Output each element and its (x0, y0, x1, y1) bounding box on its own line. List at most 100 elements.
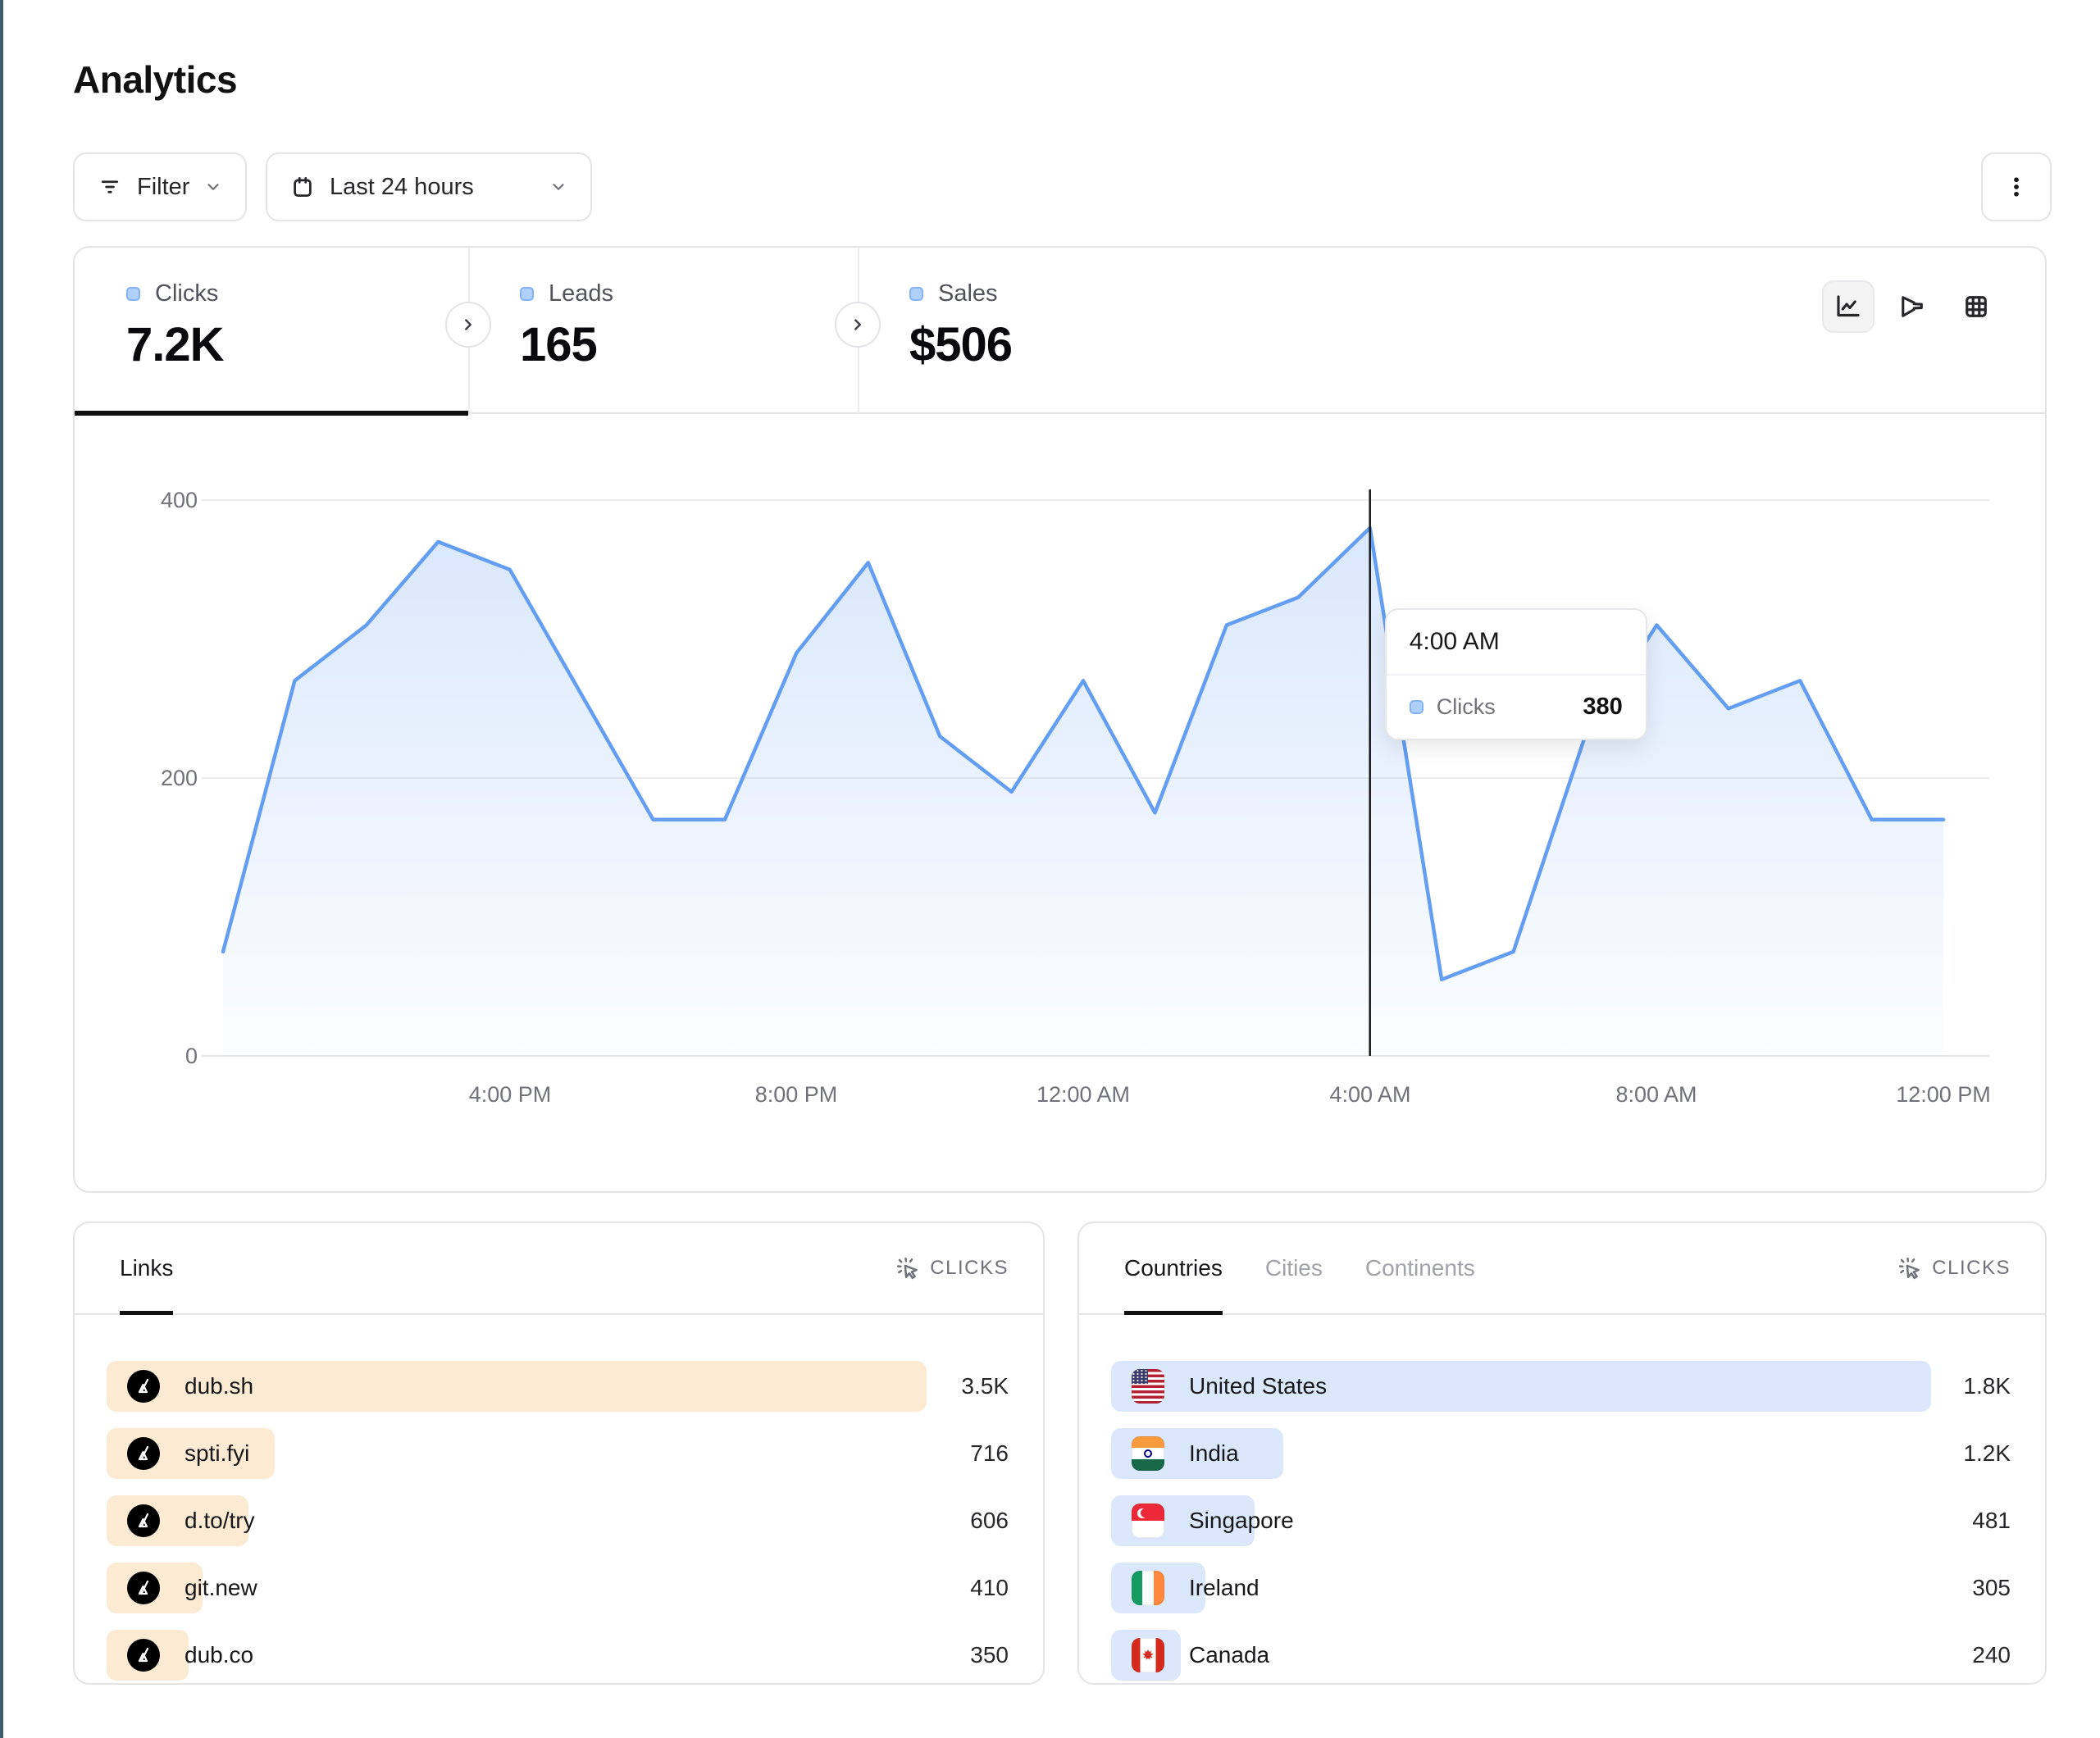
tab-leads[interactable]: Leads 165 (468, 248, 858, 414)
link-row[interactable]: d.to/try 606 (75, 1495, 1043, 1546)
country-row[interactable]: Singapore 481 (1079, 1495, 2045, 1546)
tab-label: Links (120, 1255, 174, 1281)
more-options-button[interactable] (1981, 152, 2052, 221)
country-label: United States (1189, 1373, 1328, 1399)
country-label: Canada (1189, 1642, 1270, 1667)
country-clicks-value: 1.8K (1963, 1373, 2011, 1399)
page-title: Analytics (73, 58, 238, 101)
geo-metric-sort[interactable]: CLICKS (1897, 1256, 2011, 1281)
funnel-icon (1902, 296, 1923, 317)
tooltip-series-chip-icon (1409, 700, 1424, 714)
link-row[interactable]: dub.co 350 (75, 1630, 1043, 1681)
ireland-flag-icon (1132, 1571, 1164, 1605)
link-clicks-value: 350 (970, 1642, 1009, 1667)
chevron-down-icon (207, 184, 220, 190)
tab-links[interactable]: Links (120, 1223, 174, 1315)
links-panel-header: Links CLICKS (75, 1223, 1043, 1315)
x-axis-tick: 4:00 AM (1329, 1082, 1411, 1107)
stats-divider (445, 248, 491, 414)
country-row[interactable]: Canada 240 (1079, 1630, 2045, 1681)
country-row[interactable]: India 1.2K (1079, 1428, 2045, 1479)
filter-button[interactable]: Filter (73, 152, 247, 221)
clicks-value: 7.2K (126, 318, 225, 371)
tab-continents[interactable]: Continents (1365, 1223, 1475, 1313)
x-axis-tick: 4:00 PM (468, 1082, 552, 1107)
country-clicks-value: 1.2K (1963, 1440, 2011, 1466)
country-clicks-value: 240 (1972, 1642, 2011, 1667)
y-axis-tick: 200 (160, 766, 198, 790)
tab-label: Countries (1124, 1255, 1223, 1281)
stats-header: Clicks 7.2K Leads 165 (75, 248, 2045, 416)
expand-leads-button[interactable] (445, 302, 491, 348)
sales-series-chip-icon (909, 287, 923, 301)
leads-value: 165 (520, 318, 598, 371)
tab-cities[interactable]: Cities (1265, 1223, 1323, 1313)
tooltip-time: 4:00 AM (1386, 610, 1646, 676)
active-tab-indicator (75, 411, 468, 416)
metric-label: CLICKS (1932, 1257, 2011, 1279)
tab-sales[interactable]: Sales $506 (858, 248, 1247, 414)
y-axis-tick: 0 (184, 1044, 198, 1068)
x-axis-tick: 12:00 AM (1036, 1082, 1131, 1107)
chevron-down-icon (553, 184, 564, 190)
geo-panel: Countries Cities Continents CLICKS Unite… (1077, 1222, 2047, 1685)
filter-button-label: Filter (137, 173, 190, 200)
expand-sales-button[interactable] (835, 302, 881, 348)
link-clicks-value: 3.5K (961, 1373, 1009, 1399)
tab-clicks[interactable]: Clicks 7.2K (75, 248, 468, 416)
line-chart-view-button[interactable] (1822, 280, 1875, 333)
line-chart-icon (1837, 295, 1860, 317)
grid-icon (1966, 296, 1987, 317)
cursor-click-icon (897, 1257, 918, 1280)
date-range-button[interactable]: Last 24 hours (266, 152, 592, 221)
tab-countries[interactable]: Countries (1124, 1223, 1223, 1315)
chart-canvas[interactable] (75, 414, 2045, 1193)
country-label: India (1189, 1440, 1239, 1466)
chart-tooltip: 4:00 AM Clicks 380 (1384, 608, 1647, 740)
date-range-label: Last 24 hours (330, 173, 474, 200)
link-label: d.to/try (184, 1508, 255, 1533)
link-label: spti.fyi (184, 1440, 250, 1466)
country-clicks-value: 305 (1972, 1575, 2011, 1600)
leads-series-chip-icon (520, 287, 534, 301)
country-row[interactable]: United States 1.8K (1079, 1361, 2045, 1412)
x-axis-tick: 8:00 AM (1615, 1082, 1697, 1107)
table-view-button[interactable] (1950, 280, 2002, 333)
dub-logo-icon (127, 1639, 160, 1672)
stat-label: Sales (938, 280, 998, 307)
us-flag-icon (1132, 1369, 1164, 1404)
clicks-series-chip-icon (126, 287, 140, 301)
metric-label: CLICKS (930, 1257, 1009, 1279)
canada-flag-icon (1132, 1638, 1164, 1672)
y-axis-tick: 400 (160, 488, 198, 512)
tooltip-series-label: Clicks (1436, 694, 1496, 719)
link-clicks-value: 716 (970, 1440, 1009, 1466)
country-clicks-value: 481 (1972, 1508, 2011, 1533)
link-clicks-value: 606 (970, 1508, 1009, 1533)
clicks-timeseries-chart[interactable]: 400 200 0 4:00 PM 8:00 PM 12:00 AM 4:00 … (75, 414, 2045, 1193)
country-label: Ireland (1189, 1575, 1260, 1600)
link-row[interactable]: git.new 410 (75, 1563, 1043, 1613)
link-bar (107, 1361, 927, 1412)
links-panel: Links CLICKS dub.sh 3.5K spti.fyi 716 (73, 1222, 1045, 1685)
country-bar (1111, 1361, 1931, 1412)
link-row[interactable]: spti.fyi 716 (75, 1428, 1043, 1479)
link-clicks-value: 410 (970, 1575, 1009, 1600)
chevron-right-icon (465, 319, 471, 330)
stat-label: Leads (549, 280, 614, 307)
link-row[interactable]: dub.sh 3.5K (75, 1361, 1043, 1412)
dub-logo-icon (127, 1572, 160, 1604)
link-label: dub.sh (184, 1373, 254, 1399)
singapore-flag-icon (1132, 1504, 1164, 1538)
dub-logo-icon (127, 1504, 160, 1537)
stat-label: Clicks (155, 280, 219, 307)
link-label: dub.co (184, 1642, 254, 1667)
chevron-right-icon (854, 319, 861, 330)
country-row[interactable]: Ireland 305 (1079, 1563, 2045, 1613)
funnel-view-button[interactable] (1886, 280, 1938, 333)
chart-type-toggle (1822, 280, 2002, 333)
links-metric-sort[interactable]: CLICKS (895, 1256, 1009, 1281)
tab-label: Continents (1364, 1255, 1475, 1281)
tab-label: Cities (1264, 1255, 1323, 1281)
